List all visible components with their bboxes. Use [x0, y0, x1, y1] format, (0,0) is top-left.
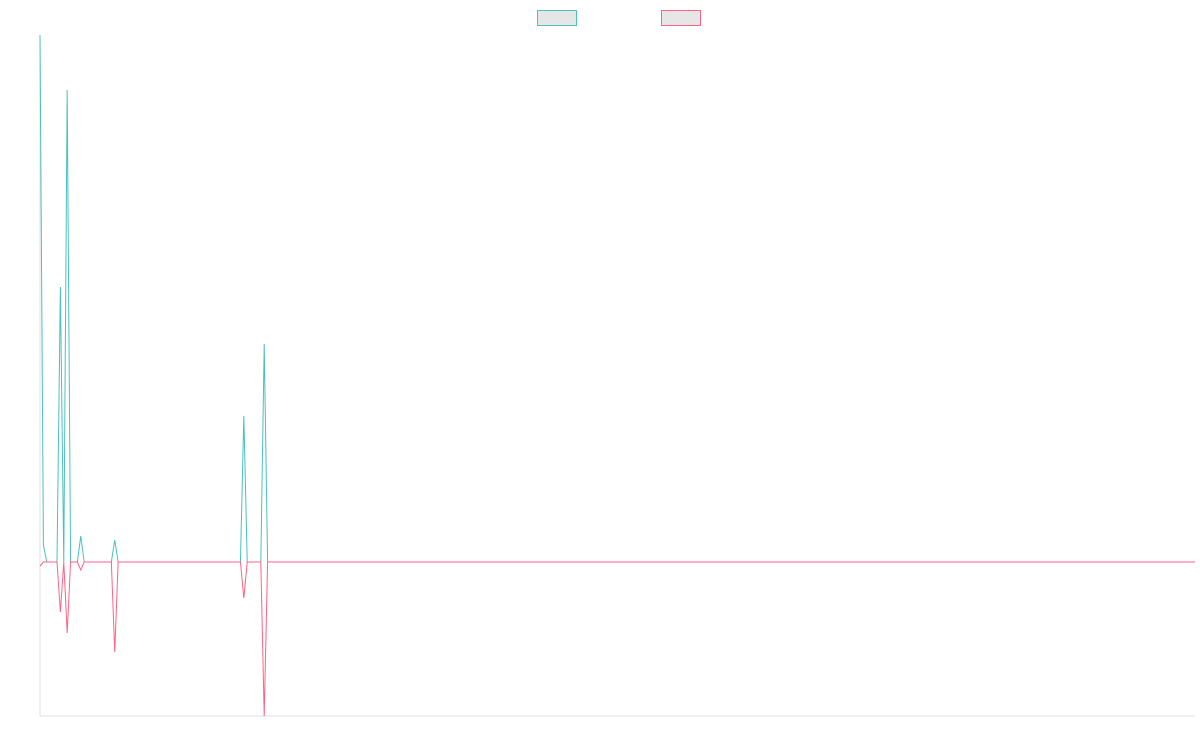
legend-swatch [661, 10, 701, 26]
legend-swatch [537, 10, 577, 26]
data-line [39, 561, 1195, 717]
data-line [39, 34, 1195, 563]
